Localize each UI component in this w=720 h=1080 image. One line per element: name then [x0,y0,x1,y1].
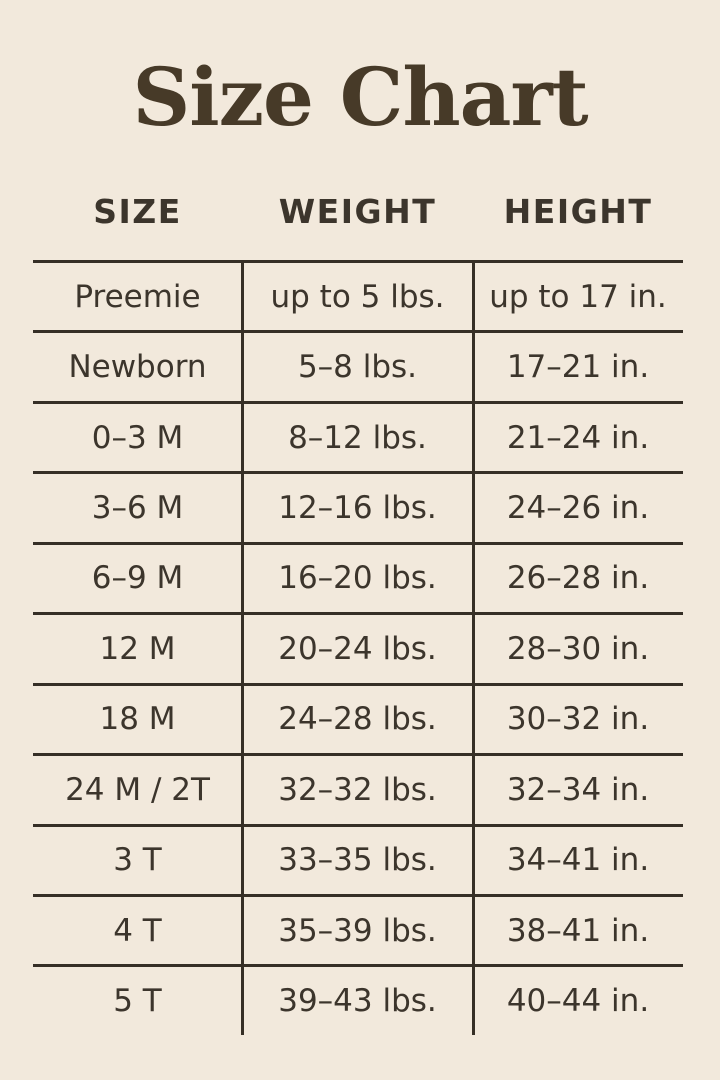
size-cell: 3 T [113,842,162,879]
height-cell: 17–21 in. [506,349,650,386]
table-row: 0–3 M 8–12 lbs. 21–24 in. [33,400,683,471]
weight-cell: 39–43 lbs. [278,983,437,1020]
size-cell: 5 T [113,983,162,1020]
size-cell: Preemie [74,278,201,315]
weight-cell: 35–39 lbs. [278,912,437,949]
table-row: 18 M 24–28 lbs. 30–32 in. [33,682,683,753]
weight-cell: 33–35 lbs. [278,842,437,879]
table-row: 3 T 33–35 lbs. 34–41 in. [33,823,683,894]
size-cell: 6–9 M [91,560,184,597]
height-cell: 40–44 in. [506,983,650,1020]
weight-cell: up to 5 lbs. [270,278,445,315]
height-cell: 34–41 in. [506,842,650,879]
weight-cell: 12–16 lbs. [278,490,437,527]
table-row: 6–9 M 16–20 lbs. 26–28 in. [33,541,683,612]
column-divider [471,260,475,1035]
size-cell: 24 M / 2T [65,771,210,808]
size-cell: 3–6 M [91,490,184,527]
weight-cell: 32–32 lbs. [278,771,437,808]
height-cell: 26–28 in. [506,560,650,597]
size-cell: 4 T [113,912,162,949]
height-cell: 32–34 in. [506,771,650,808]
column-header-weight: WEIGHT [278,192,437,231]
height-cell: 28–30 in. [506,630,650,667]
weight-cell: 24–28 lbs. [278,701,437,738]
table-row: Preemie up to 5 lbs. up to 17 in. [33,260,683,330]
size-cell: Newborn [68,349,207,386]
column-header-size: SIZE [93,192,182,231]
weight-cell: 16–20 lbs. [278,560,437,597]
weight-cell: 20–24 lbs. [278,630,437,667]
table-row: 12 M 20–24 lbs. 28–30 in. [33,612,683,682]
table-row: 3–6 M 12–16 lbs. 24–26 in. [33,471,683,541]
size-cell: 12 M [99,630,176,667]
height-cell: 38–41 in. [506,912,650,949]
column-divider [240,260,244,1035]
height-cell: 21–24 in. [506,419,650,456]
height-cell: 24–26 in. [506,490,650,527]
table-row: 4 T 35–39 lbs. 38–41 in. [33,893,683,964]
column-header-height: HEIGHT [503,192,653,231]
height-cell: 30–32 in. [506,701,650,738]
weight-cell: 8–12 lbs. [288,419,427,456]
table-header-row: SIZE WEIGHT HEIGHT [33,192,683,231]
page-title: Size Chart [132,50,588,144]
table-row: Newborn 5–8 lbs. 17–21 in. [33,330,683,400]
weight-cell: 5–8 lbs. [297,349,418,386]
size-table: Preemie up to 5 lbs. up to 17 in. Newbor… [33,260,683,1035]
size-cell: 18 M [99,701,176,738]
table-row: 5 T 39–43 lbs. 40–44 in. [33,964,683,1034]
height-cell: up to 17 in. [489,278,667,315]
size-cell: 0–3 M [91,419,184,456]
table-row: 24 M / 2T 32–32 lbs. 32–34 in. [33,753,683,823]
